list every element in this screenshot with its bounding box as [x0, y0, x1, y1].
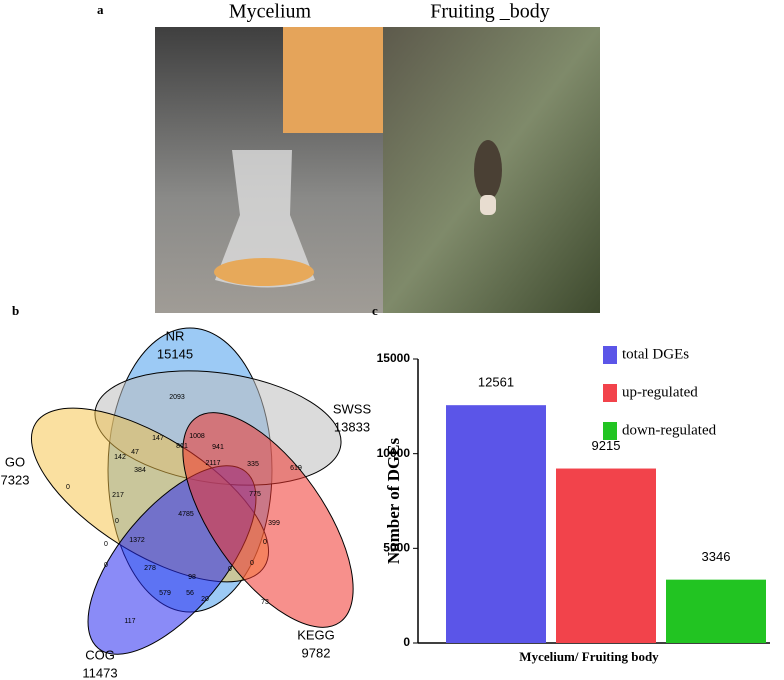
legend-label: total DGEs: [622, 346, 689, 362]
region-count: 384: [134, 467, 146, 474]
region-count: 47: [131, 449, 139, 456]
region-count: 861: [176, 443, 188, 450]
legend-swatch: [603, 346, 617, 364]
panel-label: c: [372, 303, 378, 318]
panel-label: a: [97, 2, 104, 17]
set-count: 15145: [157, 346, 193, 361]
value-label: 12561: [478, 375, 514, 390]
region-count: 0: [104, 541, 108, 548]
bar: [666, 579, 766, 643]
photo-title: Fruiting _body: [430, 1, 549, 23]
region-count: 0: [66, 484, 70, 491]
region-count: 147: [152, 435, 164, 442]
region-count: 775: [249, 491, 261, 498]
value-label: 9215: [592, 438, 621, 453]
set-name: KEGG: [297, 627, 335, 642]
legend-label: down-regulated: [622, 422, 717, 438]
region-count: 4785: [178, 511, 194, 518]
region-count: 0: [250, 560, 254, 567]
region-count: 399: [268, 520, 280, 527]
set-count: 9782: [302, 645, 331, 660]
set-name: NR: [166, 328, 185, 343]
set-name: SWSS: [333, 401, 372, 416]
region-count: 98: [188, 574, 196, 581]
region-count: 2093: [169, 394, 185, 401]
photo-inset: [283, 27, 383, 133]
venn-set: [182, 412, 354, 628]
region-count: 0: [104, 562, 108, 569]
region-count: 335: [247, 461, 259, 468]
photo-title: Mycelium: [229, 1, 312, 23]
y-tick-label: 15000: [377, 351, 411, 365]
region-count: 0: [115, 518, 119, 525]
set-count: 13833: [334, 419, 370, 434]
set-count: 7323: [1, 472, 30, 487]
y-tick-label: 0: [403, 635, 410, 649]
panel-label: b: [12, 303, 19, 318]
bar: [446, 405, 546, 643]
region-count: 0: [263, 539, 267, 546]
y-tick-label: 10000: [377, 446, 411, 460]
flask: [215, 150, 315, 288]
region-count: 117: [124, 618, 135, 625]
y-tick-label: 5000: [383, 541, 410, 555]
region-count: 56: [186, 590, 194, 597]
region-count: 217: [112, 492, 124, 499]
region-count: 73: [261, 599, 269, 606]
set-name: GO: [5, 454, 25, 469]
x-tick-label: Mycelium/ Fruiting body: [519, 649, 659, 664]
region-count: 941: [212, 444, 224, 451]
region-count: 278: [144, 565, 156, 572]
bar: [556, 468, 656, 643]
legend-label: up-regulated: [622, 384, 698, 400]
set-count: 11473: [82, 665, 117, 680]
region-count: 142: [114, 454, 126, 461]
venn-diagram: [30, 327, 354, 655]
morel-stem: [480, 195, 496, 215]
culture: [214, 258, 314, 286]
region-count: 1008: [189, 433, 205, 440]
region-count: 1372: [129, 537, 145, 544]
morel-cap: [474, 140, 502, 200]
region-count: 2117: [205, 460, 220, 467]
region-count: 20: [201, 596, 209, 603]
set-name: COG: [85, 647, 115, 662]
y-axis-label: Number of DGEs: [384, 437, 403, 564]
region-count: 579: [159, 590, 171, 597]
legend-swatch: [603, 384, 617, 402]
legend-swatch: [603, 422, 617, 440]
region-count: 619: [290, 465, 302, 472]
region-count: 0: [228, 566, 232, 573]
value-label: 3346: [702, 549, 731, 564]
